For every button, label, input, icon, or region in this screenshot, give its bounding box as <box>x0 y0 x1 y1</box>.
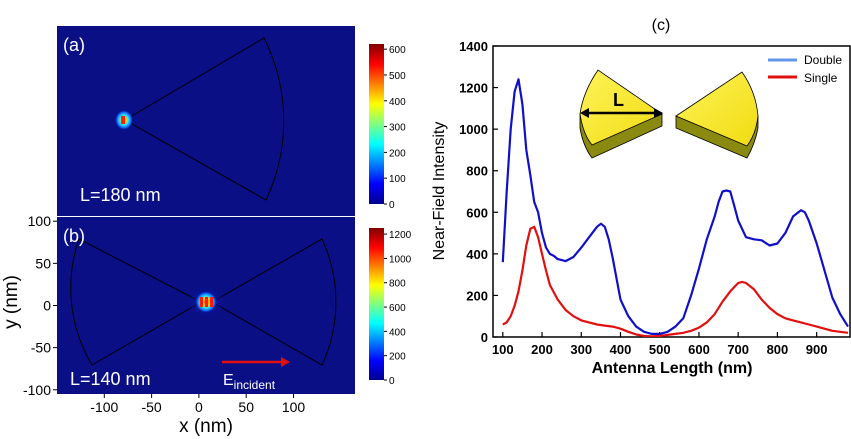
panel-b-label: (b) <box>63 226 85 246</box>
y-tick-label: 400 <box>466 247 488 262</box>
x-tick-label: 300 <box>570 342 592 357</box>
panel-c-x-axis-title: Antenna Length (nm) <box>592 360 753 377</box>
inset-length-arrow-head-left <box>580 108 589 118</box>
x-tick-label: 100 <box>282 399 306 415</box>
colorbar-tick-label: 100 <box>389 174 406 185</box>
x-tick-label: 100 <box>492 342 514 357</box>
panel-c-label: (c) <box>652 17 671 34</box>
panel-b-field-label-sub: incident <box>234 378 276 392</box>
panel-b-axes: -100 -50 0 50 100 100 50 0 -50 -100 <box>23 213 305 415</box>
y-tick-label: 100 <box>28 213 52 229</box>
colorbar-tick-label: 800 <box>389 279 406 290</box>
x-tick-label: 700 <box>727 342 749 357</box>
x-tick-label: 900 <box>806 342 828 357</box>
panel-b-hotspot-core-left <box>200 297 203 307</box>
panel-a-annotation: L=180 nm <box>80 185 161 205</box>
panel-a-field <box>57 26 355 216</box>
colorbar-tick-label: 600 <box>389 45 406 56</box>
panel-b-field-label-main: E <box>223 372 234 389</box>
inset-left-wedge-top <box>579 69 663 146</box>
panel-a-antenna-outline <box>124 37 285 201</box>
panel-c-y-axis-title: Near-Field Intensity <box>431 122 448 261</box>
legend-double-label: Double <box>804 53 842 67</box>
y-tick-label: 1200 <box>459 81 488 96</box>
x-tick-label: -50 <box>141 399 161 415</box>
x-tick-label: -100 <box>90 399 118 415</box>
panel-a-colorbar-ticks: 0 100 200 300 400 500 600 <box>384 45 406 211</box>
colorbar-tick-label: 600 <box>389 303 406 314</box>
panel-a: (a) L=180 nm 0 100 200 300 400 500 600 <box>57 26 406 216</box>
y-tick-label: -50 <box>31 340 51 356</box>
panel-a-hotspot-core <box>121 116 125 124</box>
series-line-single <box>502 225 849 337</box>
y-tick-label: 0 <box>43 298 51 314</box>
x-tick-label: 500 <box>649 342 671 357</box>
y-tick-label: -100 <box>23 382 51 398</box>
panel-c-legend: Double Single <box>768 53 842 85</box>
x-tick-label: 200 <box>531 342 553 357</box>
colorbar-tick-label: 1000 <box>389 254 412 265</box>
y-tick-label: 1000 <box>459 122 488 137</box>
y-tick-label: 800 <box>466 164 488 179</box>
panel-b-hotspot-core-right <box>210 297 213 307</box>
panel-c: (c) 100 200 300 400 500 600 700 800 900 0 200 400 60… <box>431 17 851 377</box>
colorbar-tick-label: 0 <box>389 200 395 211</box>
panel-b-colorbar-ticks: 0 200 400 600 800 1000 1200 <box>384 230 412 387</box>
x-tick-label: 0 <box>195 399 203 415</box>
inset-length-label: L <box>613 90 624 110</box>
x-tick-label: 800 <box>767 342 789 357</box>
series-line-double <box>501 78 849 335</box>
panel-c-series <box>501 78 849 337</box>
x-tick-label: 400 <box>610 342 632 357</box>
panel-c-plot-frame <box>492 45 851 338</box>
y-tick-label: 50 <box>35 255 51 271</box>
panel-c-axes: 100 200 300 400 500 600 700 800 900 0 200 400 600 800… <box>459 39 827 357</box>
panel-b-x-axis-title: x (nm) <box>179 416 233 437</box>
panel-b-y-axis-title: y (nm) <box>1 275 22 329</box>
colorbar-tick-label: 400 <box>389 327 406 338</box>
colorbar-tick-label: 300 <box>389 123 406 134</box>
x-tick-label: 50 <box>238 399 254 415</box>
panel-c-inset-antenna: L <box>579 69 759 159</box>
inset-length-arrow-head-right <box>654 108 663 118</box>
panel-b-colorbar <box>369 228 384 380</box>
panel-b-antenna-right-outline <box>210 238 337 366</box>
y-tick-label: 0 <box>481 330 488 345</box>
colorbar-tick-label: 200 <box>389 148 406 159</box>
colorbar-tick-label: 200 <box>389 352 406 363</box>
y-tick-label: 600 <box>466 205 488 220</box>
colorbar-tick-label: 400 <box>389 97 406 108</box>
panel-a-label: (a) <box>63 35 85 55</box>
y-tick-label: 1400 <box>459 39 488 54</box>
colorbar-tick-label: 1200 <box>389 230 412 241</box>
panel-b-field-arrow-head <box>281 357 290 367</box>
colorbar-tick-label: 0 <box>389 376 395 387</box>
panel-a-colorbar <box>369 44 384 204</box>
panel-b: (b) L=140 nm Eincident 02004006008001000… <box>1 213 412 437</box>
inset-right-wedge-top <box>675 71 759 147</box>
panel-b-annotation: L=140 nm <box>70 369 151 389</box>
y-tick-label: 200 <box>466 288 488 303</box>
legend-single-label: Single <box>804 71 838 85</box>
x-tick-label: 600 <box>688 342 710 357</box>
colorbar-tick-label: 500 <box>389 71 406 82</box>
panel-b-antenna-left-outline <box>70 238 203 366</box>
panel-b-field-label: Eincident <box>223 372 276 392</box>
panel-b-hotspot-core-mid <box>205 297 208 307</box>
